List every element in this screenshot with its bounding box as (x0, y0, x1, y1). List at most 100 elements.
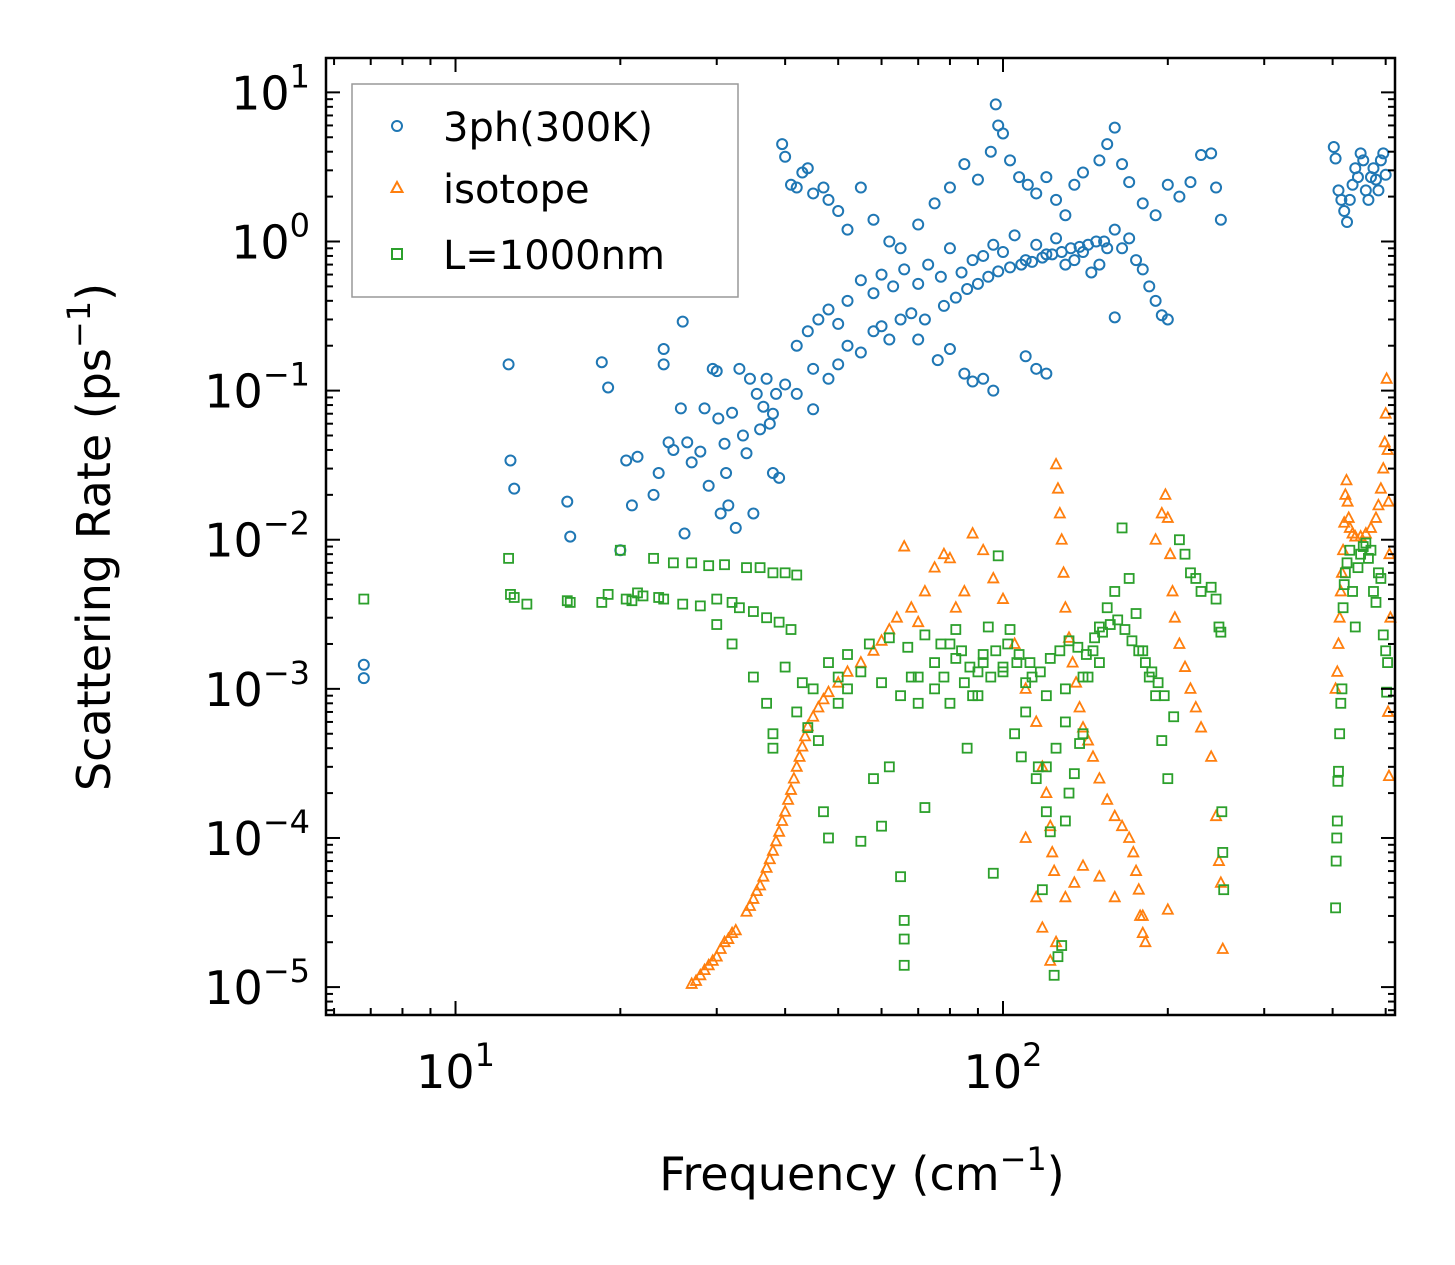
data-point (1216, 806, 1228, 818)
data-point (1097, 626, 1108, 638)
data-point (987, 384, 1000, 397)
data-point (667, 557, 679, 569)
data-point (904, 600, 918, 613)
data-point (743, 372, 756, 385)
data-point (823, 832, 834, 844)
data-point (1339, 472, 1353, 486)
data-point (1055, 532, 1069, 545)
data-point (1377, 147, 1390, 160)
y-tick-label: 100 (231, 206, 310, 269)
data-point (1008, 229, 1021, 242)
data-point (791, 569, 803, 581)
data-point (760, 860, 774, 873)
data-point (1381, 686, 1393, 698)
data-point (1158, 487, 1172, 500)
data-point (740, 904, 753, 917)
data-point (632, 587, 643, 599)
data-point (1367, 162, 1380, 175)
data-point (898, 263, 911, 276)
data-point (1122, 830, 1136, 843)
data-point (1004, 624, 1016, 635)
data-point (1077, 728, 1089, 740)
legend-label-isotope: isotope (443, 167, 590, 213)
data-point (977, 372, 990, 385)
data-point (1050, 193, 1063, 206)
data-point (1072, 641, 1084, 653)
data-point (763, 851, 777, 865)
data-point (1368, 586, 1379, 597)
data-point (882, 622, 896, 635)
data-point (747, 507, 760, 520)
data-point (898, 959, 910, 971)
data-point (781, 792, 795, 805)
data-point (1178, 659, 1192, 672)
data-point (358, 593, 370, 605)
data-point (714, 507, 727, 520)
data-point (1357, 154, 1370, 167)
data-point (1019, 681, 1033, 694)
data-point (719, 559, 730, 571)
data-point (816, 691, 830, 705)
data-point (1133, 645, 1145, 657)
data-point (984, 145, 997, 158)
y-axis-title-base: Scattering Rate (ps (67, 348, 121, 791)
data-point (867, 325, 880, 338)
data-point (990, 645, 1002, 657)
data-point (1338, 205, 1351, 218)
data-point (602, 381, 615, 394)
data-point (712, 412, 725, 425)
data-point (807, 362, 820, 375)
data-point (1161, 902, 1175, 915)
data-point (790, 387, 803, 400)
data-point (561, 495, 574, 508)
data-point (767, 567, 779, 579)
data-point (1190, 573, 1202, 584)
data-point (647, 488, 660, 501)
data-point (1341, 557, 1353, 569)
data-point (1210, 181, 1223, 194)
data-point (817, 181, 830, 194)
data-point (721, 931, 735, 944)
data-point (890, 610, 904, 623)
data-point (1076, 858, 1090, 871)
data-point (806, 709, 820, 722)
data-point (1330, 902, 1341, 914)
legend-marker-isotope (389, 179, 405, 193)
data-point (773, 616, 785, 628)
data-point (1050, 742, 1062, 754)
data-point (720, 467, 733, 480)
data-point (1210, 593, 1222, 605)
data-point (982, 621, 994, 633)
data-point (1152, 677, 1164, 689)
data-point (769, 833, 783, 847)
data-point (832, 697, 844, 709)
data-point (1024, 657, 1036, 668)
data-point (1089, 632, 1101, 644)
data-point (1059, 209, 1072, 222)
data-point (502, 358, 515, 371)
data-point (785, 178, 798, 191)
data-point (807, 683, 819, 695)
data-point (1112, 614, 1124, 626)
data-point (1032, 761, 1044, 773)
data-point (1116, 242, 1129, 255)
data-point (1380, 371, 1394, 384)
data-point (1184, 176, 1197, 189)
data-point (763, 417, 776, 430)
data-point (943, 181, 956, 194)
data-point (1059, 716, 1071, 728)
data-point (1378, 434, 1392, 448)
data-point (867, 213, 880, 226)
data-point (1351, 171, 1364, 184)
data-point (790, 759, 804, 772)
data-point (1030, 773, 1042, 785)
data-point (674, 402, 687, 415)
data-point (1115, 818, 1129, 832)
data-point (912, 671, 924, 683)
data-point (504, 454, 517, 467)
data-point (1093, 258, 1106, 271)
data-point (1100, 792, 1114, 805)
y-tick-label: 10−1 (204, 356, 310, 419)
data-point (934, 270, 947, 283)
